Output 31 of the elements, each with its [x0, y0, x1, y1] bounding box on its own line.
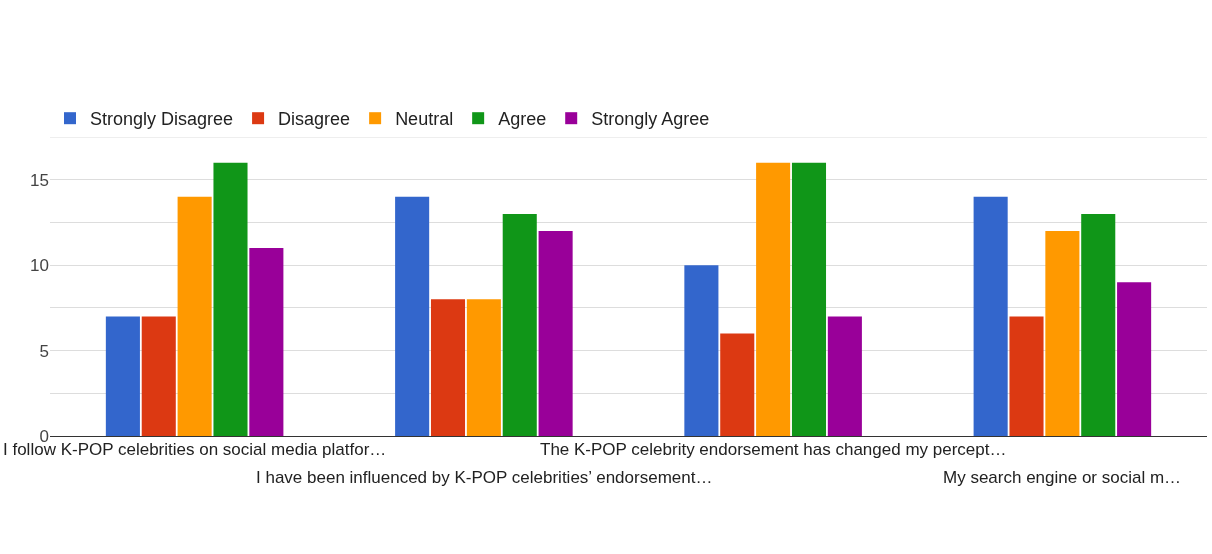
bar	[1009, 316, 1044, 436]
y-tick-label: 15	[30, 170, 49, 190]
bar	[720, 333, 755, 436]
y-tick-label: 5	[39, 341, 49, 361]
bar	[430, 299, 466, 436]
x-tick-label: The K-POP celebrity endorsement has changed my percept…	[540, 440, 1007, 459]
bar	[213, 162, 248, 436]
bar	[141, 316, 176, 436]
bar	[502, 213, 537, 436]
legend-label: Disagree	[278, 109, 351, 130]
bar	[395, 196, 430, 436]
legend-label: Strongly Agree	[591, 109, 710, 130]
bar	[684, 265, 719, 436]
bar	[177, 196, 212, 436]
bar	[1045, 230, 1080, 436]
bar	[756, 162, 791, 436]
bar	[538, 230, 573, 436]
bar	[791, 162, 827, 436]
bar	[973, 196, 1008, 436]
x-tick-label: My search engine or social m…	[943, 468, 1182, 487]
bar	[249, 248, 284, 436]
legend-label: Neutral	[395, 109, 454, 130]
legend-label: Strongly Disagree	[90, 109, 234, 130]
bar	[466, 299, 501, 436]
bar	[105, 316, 140, 436]
y-tick-label: 10	[30, 256, 49, 276]
legend-label: Agree	[498, 109, 547, 130]
bar	[1117, 282, 1152, 436]
x-tick-label: I have been influenced by K-POP celebrities’ endorsement…	[256, 468, 713, 487]
bar	[827, 316, 862, 436]
bar	[1081, 213, 1116, 436]
